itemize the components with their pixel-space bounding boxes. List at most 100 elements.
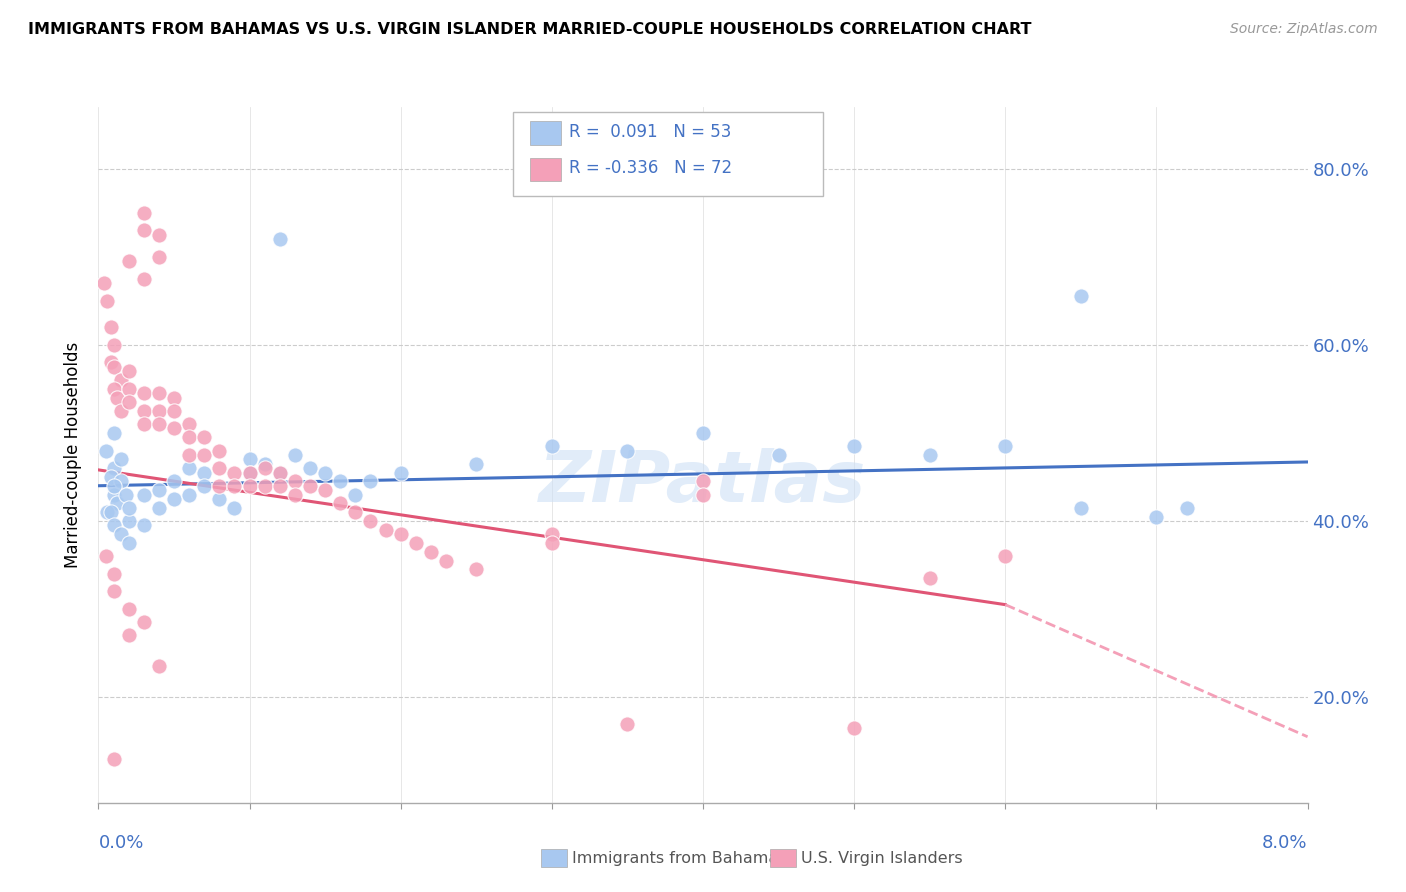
Point [96, 505, 118, 519]
Point [148, 250, 170, 264]
Point [105, 391, 128, 405]
Point [360, 514, 382, 528]
Point [314, 466, 336, 480]
Point [103, 566, 125, 581]
Point [541, 439, 564, 453]
Point [132, 487, 155, 501]
Point [1070, 500, 1092, 515]
Point [239, 452, 262, 467]
Point [299, 479, 322, 493]
Point [541, 536, 564, 550]
Point [269, 232, 291, 246]
Point [768, 448, 790, 462]
Point [193, 466, 215, 480]
Point [208, 491, 231, 506]
Point [103, 752, 125, 766]
Point [93, 276, 115, 290]
Point [118, 514, 141, 528]
Point [148, 483, 170, 497]
Point [269, 466, 291, 480]
Point [103, 425, 125, 440]
Point [253, 461, 276, 475]
Point [94, 443, 117, 458]
Point [193, 448, 215, 462]
Point [344, 505, 367, 519]
Point [224, 466, 246, 480]
Point [179, 487, 201, 501]
Text: R =  0.091   N = 53: R = 0.091 N = 53 [569, 123, 731, 141]
Point [118, 602, 141, 616]
Point [110, 373, 132, 387]
Point [163, 404, 186, 418]
Point [329, 475, 352, 489]
Point [148, 417, 170, 431]
Point [132, 386, 155, 401]
Point [148, 404, 170, 418]
Point [918, 448, 941, 462]
Point [314, 483, 336, 497]
Point [179, 430, 201, 444]
Point [224, 500, 246, 515]
Point [110, 475, 132, 489]
Point [100, 470, 122, 484]
Point [103, 382, 125, 396]
Point [541, 527, 564, 541]
Point [994, 439, 1017, 453]
Point [103, 461, 125, 475]
Point [100, 505, 122, 519]
Point [918, 571, 941, 585]
Point [616, 443, 638, 458]
Point [208, 461, 231, 475]
Point [1070, 289, 1092, 303]
Point [132, 404, 155, 418]
Point [103, 518, 125, 533]
Point [253, 479, 276, 493]
Point [132, 518, 155, 533]
Point [118, 536, 141, 550]
Point [193, 430, 215, 444]
Text: U.S. Virgin Islanders: U.S. Virgin Islanders [801, 851, 963, 865]
Point [148, 386, 170, 401]
Point [208, 443, 231, 458]
Point [465, 457, 488, 471]
Point [420, 545, 443, 559]
Text: ZIPatlas: ZIPatlas [540, 449, 866, 517]
Point [299, 461, 322, 475]
Point [269, 479, 291, 493]
Point [132, 272, 155, 286]
Point [114, 487, 136, 501]
Point [118, 500, 141, 515]
Point [110, 527, 132, 541]
Point [118, 382, 141, 396]
Point [163, 391, 186, 405]
Point [434, 553, 457, 567]
Point [692, 475, 714, 489]
Point [284, 475, 307, 489]
Point [1146, 509, 1168, 524]
Point [269, 466, 291, 480]
Point [100, 320, 122, 334]
Point [253, 457, 276, 471]
Point [103, 479, 125, 493]
Point [148, 500, 170, 515]
Point [163, 475, 186, 489]
Text: R = -0.336   N = 72: R = -0.336 N = 72 [569, 159, 733, 177]
Point [405, 536, 427, 550]
Point [344, 487, 367, 501]
Point [103, 584, 125, 599]
Point [239, 479, 262, 493]
Point [148, 227, 170, 242]
Point [118, 364, 141, 378]
Point [96, 293, 118, 308]
Text: Immigrants from Bahamas: Immigrants from Bahamas [572, 851, 787, 865]
Point [118, 395, 141, 409]
Y-axis label: Married-couple Households: Married-couple Households [65, 342, 83, 568]
Point [389, 527, 412, 541]
Point [110, 452, 132, 467]
Point [994, 549, 1017, 564]
Point [103, 359, 125, 374]
Text: IMMIGRANTS FROM BAHAMAS VS U.S. VIRGIN ISLANDER MARRIED-COUPLE HOUSEHOLDS CORREL: IMMIGRANTS FROM BAHAMAS VS U.S. VIRGIN I… [28, 22, 1032, 37]
Text: Source: ZipAtlas.com: Source: ZipAtlas.com [1230, 22, 1378, 37]
Text: 8.0%: 8.0% [1263, 834, 1308, 852]
Point [239, 466, 262, 480]
